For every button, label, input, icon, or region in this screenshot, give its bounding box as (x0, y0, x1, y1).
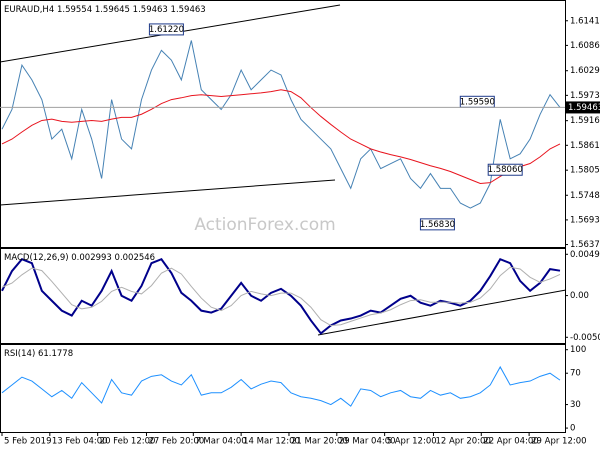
annotation-label: 1.58060 (488, 165, 523, 175)
last-price-label: 1.59463 (568, 103, 600, 113)
x-tick-label: 29 Apr 12:00 (531, 437, 586, 447)
y-tick-label: 1.58610 (570, 141, 600, 151)
x-tick-label: 27 Feb 20:00 (148, 437, 204, 447)
y-tick-label: 70 (570, 369, 581, 379)
panel-title: EURAUD,H4 1.59554 1.59645 1.59463 1.5946… (4, 5, 206, 15)
rsi-panel (0, 344, 566, 433)
y-tick-label: 30 (570, 400, 581, 410)
y-tick-label: 1.60860 (570, 41, 600, 51)
series-line (1, 40, 561, 209)
channel-lower (0, 179, 336, 206)
x-tick-label: 22 Apr 04:00 (483, 437, 538, 447)
annotation-box (487, 163, 523, 176)
annotation-label: 1.56830 (420, 220, 455, 230)
last-price-box (565, 101, 600, 114)
x-tick-label: 13 Feb 04:00 (52, 437, 108, 447)
x-tick-label: 12 Apr 20:00 (435, 437, 490, 447)
y-tick-label: 1.60290 (570, 66, 600, 76)
watermark: ActionForex.com (194, 215, 335, 235)
x-tick-label: 7 Mar 04:00 (195, 437, 246, 447)
x-tick-label: 5 Feb 2019 (4, 437, 52, 447)
y-tick-label: 1.56375 (570, 240, 600, 250)
y-tick-label: 100 (570, 345, 586, 355)
price-panel (0, 0, 566, 248)
x-tick-label: 14 Mar 12:00 (243, 437, 300, 447)
y-tick-label: 0.00 (570, 291, 589, 301)
last-value: 61.1778 (38, 349, 73, 359)
series-line (1, 266, 561, 327)
macd-trendline (317, 289, 567, 336)
x-tick-label: 29 Mar 04:00 (339, 437, 396, 447)
last-value: 0.002546 (115, 253, 156, 263)
panel-title: RSI(14) 61.1778 (4, 349, 73, 359)
y-tick-label: 1.56930 (570, 215, 600, 225)
title-text: MACD(12,26,9) (4, 253, 69, 263)
x-tick-label: 5 Apr 12:00 (387, 437, 437, 447)
annotation-label: 1.59590 (460, 97, 495, 107)
x-tick-label: 21 Mar 20:00 (291, 437, 348, 447)
y-tick-label: 1.59735 (570, 91, 600, 101)
title-text: RSI(14) (4, 349, 35, 359)
annotation-box (148, 23, 184, 36)
panel-title: MACD(12,26,9) 0.002993 0.002546 (4, 253, 155, 263)
annotation-box (419, 218, 455, 231)
y-tick-label: 0.004965 (570, 250, 600, 260)
x-tick-label: 20 Feb 12:00 (100, 437, 156, 447)
series-line (1, 365, 561, 407)
y-tick-label: -0.005013 (570, 333, 600, 343)
y-tick-label: 1.59165 (570, 116, 600, 126)
annotation-label: 1.61220 (149, 25, 184, 35)
ohlc-value: 1.59463 (133, 5, 168, 15)
title-text: EURAUD,H4 (4, 5, 54, 15)
y-tick-label: 1.58050 (570, 166, 600, 176)
y-tick-label: 1.57485 (570, 191, 600, 201)
ohlc-value: 1.59645 (95, 5, 130, 15)
series-line (1, 89, 561, 185)
y-tick-label: 0 (570, 424, 575, 434)
last-value: 0.002993 (71, 253, 112, 263)
y-tick-label: 1.61415 (570, 16, 600, 26)
ohlc-value: 1.59463 (171, 5, 206, 15)
ohlc-value: 1.59554 (57, 5, 92, 15)
